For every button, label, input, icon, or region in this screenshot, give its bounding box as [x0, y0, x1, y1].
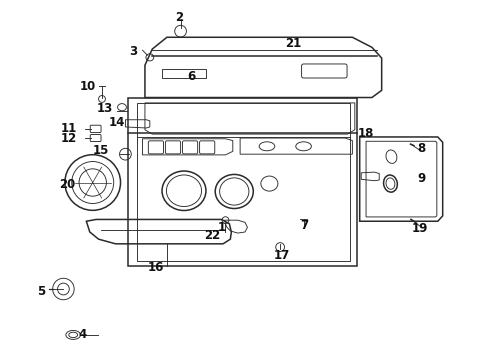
Text: 3: 3 [130, 45, 138, 58]
Text: 13: 13 [97, 102, 113, 115]
Text: 5: 5 [37, 285, 45, 298]
Text: 11: 11 [61, 122, 77, 135]
Text: 20: 20 [59, 178, 75, 191]
Text: 8: 8 [417, 142, 426, 155]
Text: 15: 15 [93, 144, 109, 157]
Text: 7: 7 [300, 219, 309, 232]
Text: 6: 6 [187, 70, 196, 83]
Text: 18: 18 [358, 127, 374, 140]
Text: 2: 2 [175, 11, 183, 24]
Text: 9: 9 [417, 172, 426, 185]
Text: 16: 16 [148, 261, 164, 274]
Text: 17: 17 [273, 249, 290, 262]
Text: 22: 22 [204, 229, 220, 242]
Text: 12: 12 [61, 131, 77, 145]
Text: 1: 1 [218, 221, 226, 234]
Text: 4: 4 [79, 328, 87, 341]
Text: 19: 19 [412, 222, 428, 235]
Text: 14: 14 [109, 116, 125, 129]
Text: 10: 10 [80, 80, 96, 93]
Text: 21: 21 [285, 36, 301, 50]
